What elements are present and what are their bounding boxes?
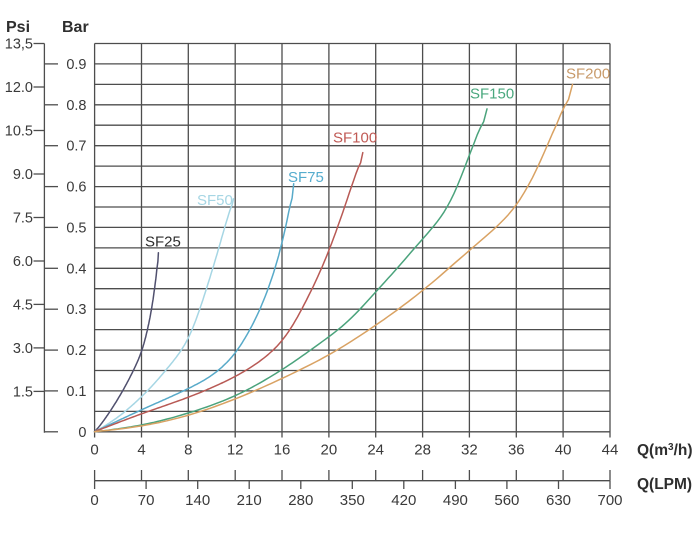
svg-text:0.7: 0.7 bbox=[66, 139, 86, 155]
svg-text:70: 70 bbox=[138, 492, 155, 509]
svg-text:140: 140 bbox=[185, 492, 210, 509]
svg-text:SF50: SF50 bbox=[197, 192, 233, 209]
svg-text:4.5: 4.5 bbox=[13, 297, 33, 313]
svg-text:44: 44 bbox=[602, 442, 619, 459]
svg-text:0.8: 0.8 bbox=[66, 98, 86, 114]
svg-text:8: 8 bbox=[184, 442, 192, 459]
svg-text:Psi: Psi bbox=[6, 19, 30, 36]
svg-text:28: 28 bbox=[414, 442, 431, 459]
svg-text:24: 24 bbox=[367, 442, 384, 459]
svg-text:16: 16 bbox=[274, 442, 291, 459]
svg-text:700: 700 bbox=[597, 492, 622, 509]
svg-text:SF150: SF150 bbox=[470, 86, 514, 103]
svg-text:350: 350 bbox=[340, 492, 365, 509]
svg-text:12: 12 bbox=[227, 442, 244, 459]
svg-text:0.1: 0.1 bbox=[66, 384, 86, 400]
svg-text:6.0: 6.0 bbox=[13, 254, 33, 270]
svg-text:7.5: 7.5 bbox=[13, 211, 33, 227]
svg-text:40: 40 bbox=[555, 442, 572, 459]
svg-text:280: 280 bbox=[288, 492, 313, 509]
svg-text:560: 560 bbox=[494, 492, 519, 509]
svg-text:0.3: 0.3 bbox=[66, 302, 86, 318]
svg-text:10.5: 10.5 bbox=[5, 124, 33, 140]
svg-text:0.4: 0.4 bbox=[66, 261, 86, 277]
svg-text:SF75: SF75 bbox=[288, 169, 324, 186]
svg-text:4: 4 bbox=[137, 442, 145, 459]
svg-text:0.9: 0.9 bbox=[66, 57, 86, 73]
svg-text:490: 490 bbox=[443, 492, 468, 509]
svg-text:0: 0 bbox=[90, 492, 98, 509]
svg-text:420: 420 bbox=[391, 492, 416, 509]
svg-text:630: 630 bbox=[546, 492, 571, 509]
svg-text:13,5: 13,5 bbox=[5, 37, 33, 53]
svg-text:0.6: 0.6 bbox=[66, 180, 86, 196]
svg-text:0: 0 bbox=[90, 442, 98, 459]
svg-text:36: 36 bbox=[508, 442, 525, 459]
svg-text:0: 0 bbox=[78, 425, 86, 441]
svg-text:SF200: SF200 bbox=[566, 66, 610, 83]
svg-text:1.5: 1.5 bbox=[13, 384, 33, 400]
svg-text:32: 32 bbox=[461, 442, 478, 459]
svg-text:20: 20 bbox=[321, 442, 338, 459]
svg-text:9.0: 9.0 bbox=[13, 167, 33, 183]
svg-text:SF25: SF25 bbox=[145, 234, 181, 251]
svg-text:12.0: 12.0 bbox=[5, 80, 33, 96]
svg-text:Bar: Bar bbox=[62, 19, 89, 36]
svg-text:0.5: 0.5 bbox=[66, 220, 86, 236]
svg-text:210: 210 bbox=[237, 492, 262, 509]
svg-text:Q(LPM): Q(LPM) bbox=[637, 476, 692, 493]
svg-text:0.2: 0.2 bbox=[66, 343, 86, 359]
svg-text:SF100: SF100 bbox=[333, 130, 377, 147]
svg-text:3.0: 3.0 bbox=[13, 341, 33, 357]
svg-text:Q(m3/h): Q(m3/h) bbox=[637, 442, 693, 459]
